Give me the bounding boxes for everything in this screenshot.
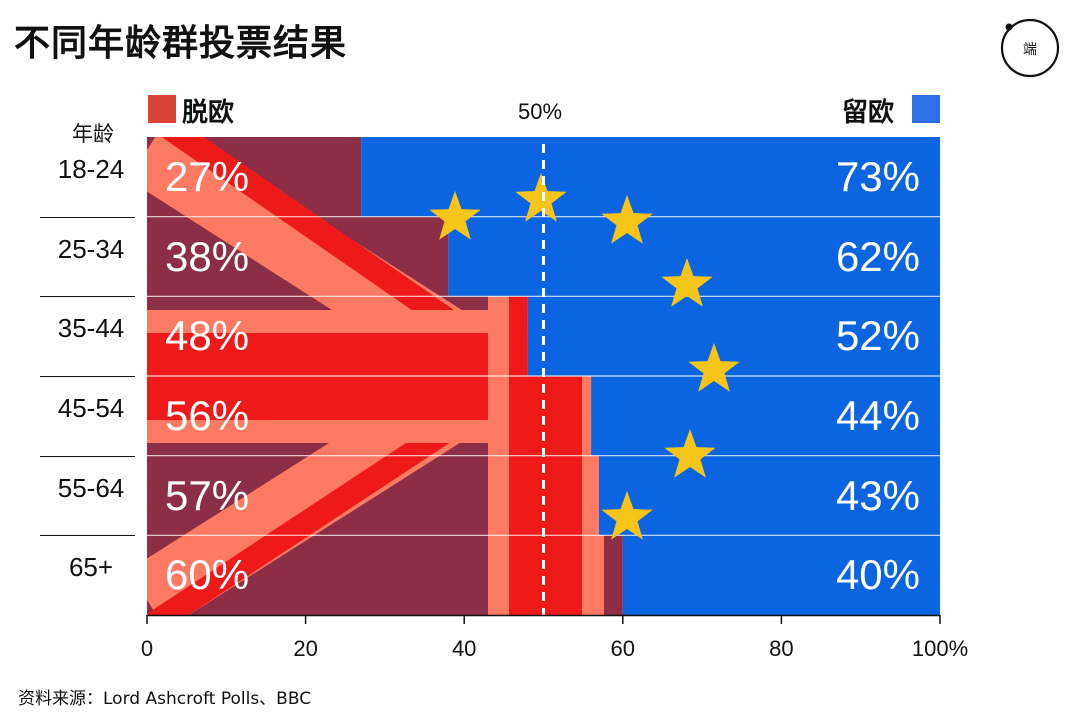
legend-leave-label: 脱欧	[182, 98, 235, 128]
x-tick-label: 40	[451, 636, 477, 661]
svg-text:端: 端	[1023, 42, 1037, 58]
legend-leave-swatch	[148, 95, 176, 123]
y-axis-title: 年龄	[72, 122, 114, 146]
leave-value-label: 56%	[165, 391, 250, 439]
eu-star-icon	[515, 173, 567, 222]
x-tick-label: 20	[293, 636, 318, 661]
chart-title: 不同年龄群投票结果	[14, 23, 348, 64]
remain-bar	[591, 376, 940, 456]
x-tick-label: 80	[769, 636, 794, 661]
source-note: 资料来源：Lord Ashcroft Polls、BBC	[18, 689, 312, 709]
category-label: 55-64	[57, 472, 125, 503]
category-separator	[40, 535, 135, 537]
leave-value-label: 60%	[165, 551, 250, 599]
category-separator	[40, 376, 135, 377]
remain-bar	[599, 455, 940, 536]
remain-value-label: 73%	[835, 152, 920, 200]
publisher-logo: 端	[1000, 18, 1060, 78]
category-separator	[40, 296, 135, 298]
reference-line-label: 50%	[518, 99, 563, 124]
legend-remain-swatch	[912, 95, 940, 123]
leave-value-label: 48%	[165, 312, 250, 360]
remain-bar	[622, 535, 940, 615]
eu-star-icon	[601, 491, 653, 540]
category-label: 25-34	[57, 233, 125, 264]
eu-star-icon	[688, 343, 740, 392]
remain-value-label: 44%	[835, 391, 920, 439]
category-label: 65+	[68, 552, 114, 583]
legend-remain-label: 留欧	[842, 98, 895, 128]
category-separator	[40, 216, 135, 218]
eu-star-icon	[429, 191, 481, 240]
category-label: 45-54	[57, 392, 125, 423]
eu-star-icon	[661, 258, 713, 307]
leave-value-label: 38%	[165, 232, 250, 280]
x-tick-label: 60	[610, 636, 636, 661]
remain-value-label: 62%	[835, 232, 920, 280]
eu-star-icon	[664, 429, 716, 478]
remain-value-label: 52%	[835, 312, 920, 360]
category-separator	[40, 455, 135, 457]
remain-value-label: 43%	[835, 471, 920, 519]
remain-value-label: 40%	[835, 551, 920, 599]
x-tick-label: 0	[140, 636, 154, 661]
x-tick-label: 100%	[911, 636, 969, 661]
leave-value-label: 27%	[165, 152, 250, 200]
category-label: 35-44	[57, 313, 125, 344]
eu-star-icon	[601, 195, 653, 244]
leave-value-label: 57%	[165, 471, 250, 519]
category-label: 18-24	[57, 153, 125, 184]
